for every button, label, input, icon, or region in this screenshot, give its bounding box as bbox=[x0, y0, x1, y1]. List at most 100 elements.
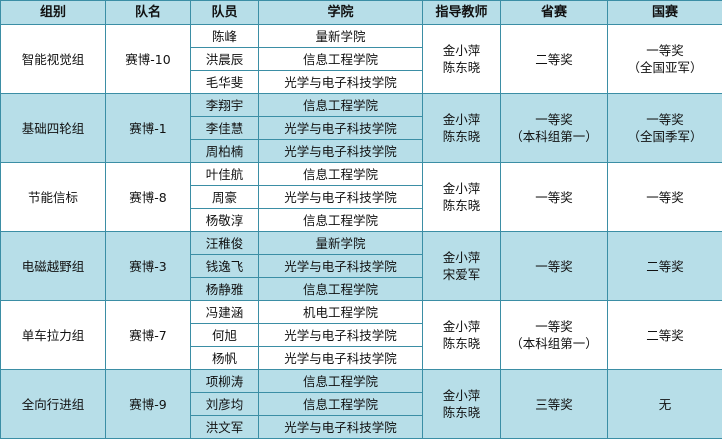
college-cell-line: 光学与电子科技学院 bbox=[284, 258, 397, 274]
team-cell-line: 赛博-1 bbox=[129, 120, 167, 136]
member-cell-line: 杨静雅 bbox=[205, 281, 244, 297]
national-cell: 一等奖 （全国亚军） bbox=[607, 24, 722, 94]
member-cell: 项柳涛 bbox=[190, 369, 259, 393]
group-cell: 节能信标 bbox=[0, 162, 106, 232]
member-cell: 周豪 bbox=[190, 185, 259, 209]
advisor-cell: 金小萍 陈东晓 bbox=[422, 300, 501, 370]
table-row: 杨静雅 信息工程学院 bbox=[1, 277, 722, 301]
college-cell: 信息工程学院 bbox=[258, 369, 423, 393]
member-cell: 毛华斐 bbox=[190, 70, 259, 94]
group-cell-line: 节能信标 bbox=[27, 189, 78, 205]
college-cell-line: 信息工程学院 bbox=[302, 97, 378, 113]
member-cell: 洪文军 bbox=[190, 415, 259, 439]
college-cell: 光学与电子科技学院 bbox=[258, 116, 423, 140]
table-row: 李佳慧 光学与电子科技学院 bbox=[1, 116, 722, 140]
college-cell-line: 信息工程学院 bbox=[302, 281, 378, 297]
national-cell: 无 bbox=[607, 369, 722, 439]
team-cell-line: 赛博-8 bbox=[129, 189, 167, 205]
team-cell-line: 赛博-10 bbox=[125, 51, 171, 67]
team-cell: 赛博-7 bbox=[105, 300, 191, 370]
member-cell-line: 李翔宇 bbox=[205, 97, 244, 113]
provincial-cell-line: 一等奖 bbox=[535, 319, 573, 334]
national-cell-line: 无 bbox=[658, 396, 672, 412]
advisor-cell-line: 陈东晓 bbox=[442, 198, 481, 213]
college-cell-line: 光学与电子科技学院 bbox=[284, 327, 397, 343]
member-cell: 杨静雅 bbox=[190, 277, 259, 301]
advisor-cell: 金小萍 陈东晓 bbox=[422, 369, 501, 439]
group-cell-line: 基础四轮组 bbox=[21, 120, 85, 136]
advisor-cell-line: 金小萍 bbox=[442, 43, 481, 58]
header-team: 队名 bbox=[105, 0, 191, 25]
member-cell-line: 洪文军 bbox=[205, 419, 244, 435]
national-cell-line: （全国亚军） bbox=[627, 60, 703, 75]
college-cell-line: 机电工程学院 bbox=[302, 304, 378, 320]
provincial-cell: 一等奖 bbox=[500, 231, 608, 301]
member-cell: 冯建涵 bbox=[190, 300, 259, 324]
member-cell-line: 周豪 bbox=[211, 189, 237, 205]
college-cell: 机电工程学院 bbox=[258, 300, 423, 324]
table-row: 洪晨辰 信息工程学院 bbox=[1, 47, 722, 71]
college-cell: 光学与电子科技学院 bbox=[258, 185, 423, 209]
member-cell-line: 刘彦均 bbox=[205, 396, 244, 412]
group-cell: 单车拉力组 bbox=[0, 300, 106, 370]
group-cell-line: 电磁越野组 bbox=[21, 258, 85, 274]
team-cell-line: 赛博-9 bbox=[129, 396, 167, 412]
advisor-cell-line: 陈东晓 bbox=[442, 129, 481, 144]
table-row: 杨帆 光学与电子科技学院 bbox=[1, 346, 722, 370]
member-cell-line: 冯建涵 bbox=[205, 304, 244, 320]
college-cell: 量新学院 bbox=[258, 231, 423, 255]
team-cell: 赛博-1 bbox=[105, 93, 191, 163]
group-cell-line: 单车拉力组 bbox=[21, 327, 85, 343]
team-cell: 赛博-8 bbox=[105, 162, 191, 232]
team-cell: 赛博-3 bbox=[105, 231, 191, 301]
college-cell-line: 光学与电子科技学院 bbox=[284, 143, 397, 159]
advisor-cell: 金小萍 陈东晓 bbox=[422, 162, 501, 232]
national-cell-line: 一等奖 bbox=[646, 112, 684, 127]
college-cell-line: 信息工程学院 bbox=[302, 373, 378, 389]
member-cell: 何旭 bbox=[190, 323, 259, 347]
header-row: 组别 队名 队员 学院 指导教师 省赛 国赛 bbox=[0, 0, 722, 25]
advisor-cell: 金小萍 宋爱军 bbox=[422, 231, 501, 301]
header-national: 国赛 bbox=[607, 0, 722, 25]
group-cell: 全向行进组 bbox=[0, 369, 106, 439]
provincial-cell: 三等奖 bbox=[500, 369, 608, 439]
advisor-cell-line: 金小萍 bbox=[442, 388, 481, 403]
table-row: 周柏楠 光学与电子科技学院 bbox=[1, 139, 722, 163]
team-cell-line: 赛博-7 bbox=[129, 327, 167, 343]
provincial-cell-line: （本科组第一） bbox=[510, 129, 598, 144]
team-cell-line: 赛博-3 bbox=[129, 258, 167, 274]
header-advisor: 指导教师 bbox=[422, 0, 501, 25]
college-cell-line: 光学与电子科技学院 bbox=[284, 189, 397, 205]
college-cell-line: 量新学院 bbox=[315, 235, 366, 251]
table-row: 钱逸飞 光学与电子科技学院 bbox=[1, 254, 722, 278]
member-cell: 李佳慧 bbox=[190, 116, 259, 140]
header-provincial: 省赛 bbox=[500, 0, 608, 25]
provincial-cell-line: 一等奖 bbox=[535, 258, 573, 274]
member-cell: 李翔宇 bbox=[190, 93, 259, 117]
member-cell-line: 洪晨辰 bbox=[205, 51, 244, 67]
member-cell: 洪晨辰 bbox=[190, 47, 259, 71]
national-cell-line: （全国季军） bbox=[627, 129, 703, 144]
college-cell-line: 量新学院 bbox=[315, 28, 366, 44]
member-cell: 周柏楠 bbox=[190, 139, 259, 163]
member-cell-line: 毛华斐 bbox=[205, 74, 244, 90]
provincial-cell-line: 二等奖 bbox=[535, 51, 573, 67]
college-cell-line: 光学与电子科技学院 bbox=[284, 419, 397, 435]
college-cell: 信息工程学院 bbox=[258, 162, 423, 186]
college-cell-line: 信息工程学院 bbox=[302, 396, 378, 412]
college-cell-line: 信息工程学院 bbox=[302, 166, 378, 182]
member-cell-line: 叶佳航 bbox=[205, 166, 244, 182]
group-cell: 基础四轮组 bbox=[0, 93, 106, 163]
table-row: 杨敬淳 信息工程学院 bbox=[1, 208, 722, 232]
member-cell: 叶佳航 bbox=[190, 162, 259, 186]
advisor-cell-line: 陈东晓 bbox=[442, 405, 481, 420]
member-cell-line: 钱逸飞 bbox=[205, 258, 244, 274]
group-cell: 电磁越野组 bbox=[0, 231, 106, 301]
provincial-cell: 二等奖 bbox=[500, 24, 608, 94]
advisor-cell-line: 金小萍 bbox=[442, 319, 481, 334]
member-cell-line: 李佳慧 bbox=[205, 120, 244, 136]
college-cell: 信息工程学院 bbox=[258, 277, 423, 301]
provincial-cell-line: 三等奖 bbox=[535, 396, 573, 412]
provincial-cell: 一等奖 bbox=[500, 162, 608, 232]
member-cell: 杨敬淳 bbox=[190, 208, 259, 232]
